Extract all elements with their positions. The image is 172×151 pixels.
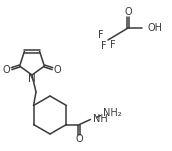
Text: O: O <box>3 65 11 75</box>
Text: O: O <box>53 65 61 75</box>
Text: NH: NH <box>93 114 108 124</box>
Text: NH₂: NH₂ <box>103 108 122 117</box>
Text: O: O <box>124 7 132 17</box>
Text: N: N <box>28 74 36 84</box>
Text: OH: OH <box>148 23 163 33</box>
Text: F: F <box>110 40 116 50</box>
Text: O: O <box>76 135 83 145</box>
Text: F: F <box>98 30 104 40</box>
Text: F: F <box>101 41 107 51</box>
